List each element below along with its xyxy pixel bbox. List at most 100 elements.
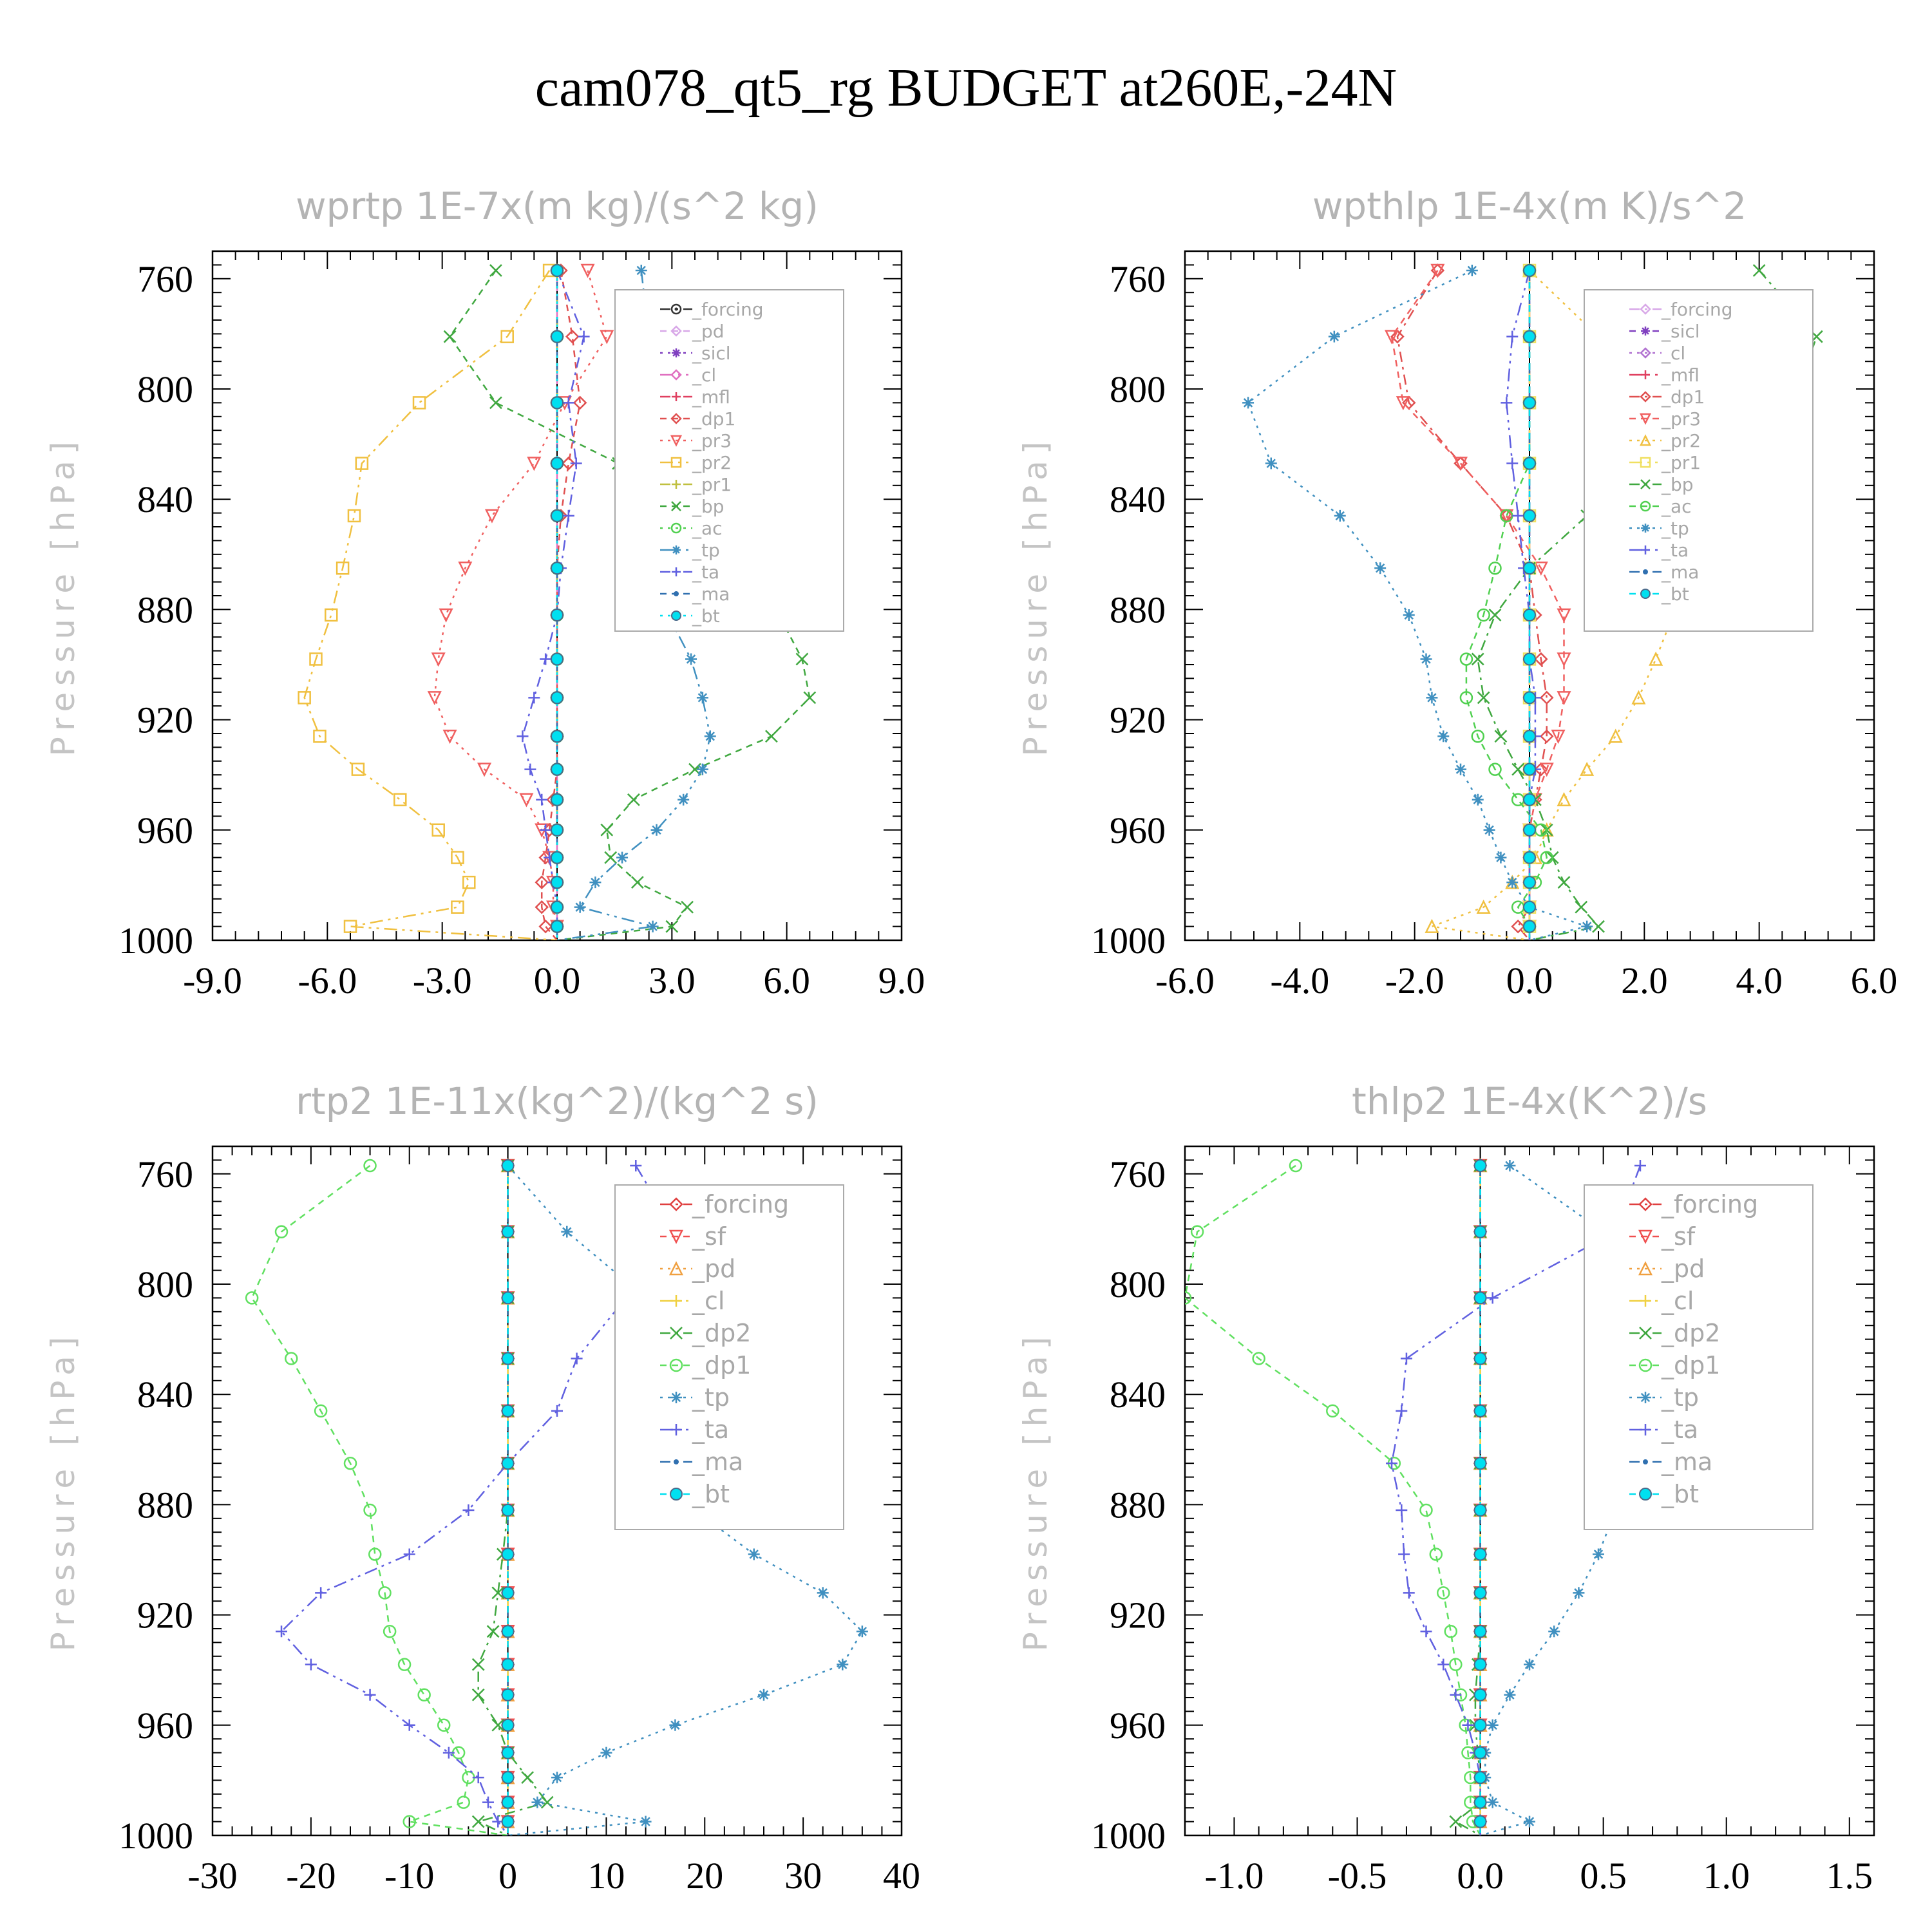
- data-point: [1403, 1587, 1415, 1599]
- data-point: [1477, 608, 1490, 622]
- data-point: [551, 793, 564, 806]
- data-point: [1488, 762, 1502, 776]
- legend-label: _ac: [692, 518, 723, 539]
- data-point: [1523, 396, 1536, 410]
- legend-label: _tp: [1661, 1383, 1699, 1412]
- legend-label: _pd: [692, 1255, 735, 1283]
- panel-1: wprtp 1E-7x(m kg)/(s^2 kg) Pressure [hPa]…: [44, 184, 925, 1001]
- series-dp2: [471, 1159, 554, 1835]
- data-point: [1374, 562, 1387, 574]
- data-point: [1437, 1658, 1450, 1671]
- data-point: [551, 876, 564, 889]
- data-point: [274, 1225, 289, 1238]
- data-point: [1473, 1404, 1487, 1417]
- legend-label: _tp: [692, 540, 720, 561]
- y-tick-label: 840: [137, 1374, 193, 1416]
- data-point: [501, 1159, 515, 1172]
- legend-label: _ma: [692, 1448, 743, 1476]
- data-point: [315, 1587, 327, 1599]
- data-point: [309, 652, 323, 666]
- legend-item: _forcing: [660, 299, 764, 320]
- panel-title: wprtp 1E-7x(m kg)/(s^2 kg): [296, 184, 819, 228]
- y-tick-label: 1000: [118, 920, 193, 961]
- legend-label: _dp2: [1661, 1319, 1720, 1347]
- y-axis-label: Pressure [hPa]: [44, 435, 82, 757]
- legend-item: _tp: [1629, 518, 1689, 539]
- data-point: [1453, 457, 1468, 471]
- data-point: [501, 1548, 515, 1561]
- legend-box: [614, 289, 844, 632]
- legend-label: _tp: [692, 1383, 730, 1412]
- x-tick-label: -2.0: [1385, 960, 1444, 1001]
- data-point: [427, 691, 442, 706]
- series-dp1: [1185, 1159, 1481, 1835]
- series-dp1: [245, 1159, 508, 1835]
- data-point: [516, 730, 529, 743]
- legend: _forcing _sf _pd _cl _dp2 _dp1 _tp _ta _ma _bt: [1584, 1184, 1814, 1530]
- data-point: [500, 330, 514, 343]
- data-point: [501, 1746, 515, 1759]
- legend-item: _sicl: [1629, 321, 1700, 342]
- data-point: [378, 1586, 392, 1600]
- data-point: [1539, 690, 1554, 705]
- data-point: [650, 824, 663, 836]
- data-point: [1462, 1719, 1474, 1731]
- data-point: [1473, 1457, 1487, 1470]
- y-axis-label: Pressure [hPa]: [1017, 435, 1054, 757]
- data-point: [437, 1718, 451, 1732]
- data-point: [535, 900, 549, 914]
- data-point: [795, 652, 809, 666]
- legend-label: _bt: [1661, 583, 1689, 605]
- panel-4: thlp2 1E-4x(K^2)/s Pressure [hPa] -1.0 -0.5…: [1017, 1079, 1875, 1897]
- data-point: [1430, 263, 1445, 278]
- data-point: [1477, 691, 1490, 705]
- y-tick-label: 800: [137, 368, 193, 410]
- data-point: [1511, 762, 1525, 776]
- data-point: [439, 608, 453, 623]
- data-point: [442, 730, 457, 744]
- data-point: [1557, 791, 1571, 806]
- data-point: [561, 1226, 573, 1238]
- data-point: [363, 1159, 377, 1173]
- series-line: [449, 270, 811, 940]
- data-point: [1252, 1352, 1265, 1365]
- x-tick-label: 6.0: [763, 960, 810, 1001]
- data-point: [1396, 1504, 1408, 1516]
- data-point: [817, 1587, 829, 1599]
- legend-box: [614, 1184, 844, 1530]
- data-point: [669, 1719, 681, 1731]
- series-bt: [1473, 1159, 1487, 1835]
- data-point: [1450, 1689, 1462, 1701]
- y-tick-label: 920: [1110, 699, 1166, 741]
- data-point: [1242, 397, 1255, 409]
- series-ta: [516, 264, 590, 940]
- data-point: [1752, 264, 1766, 277]
- data-point: [276, 1625, 287, 1638]
- data-point: [540, 653, 552, 665]
- legend-item: _dp2: [660, 1319, 751, 1347]
- y-tick-label: 920: [137, 1595, 193, 1636]
- data-point: [403, 1548, 415, 1560]
- legend-item: _bp: [1629, 474, 1694, 495]
- legend-label: _sicl: [692, 343, 731, 364]
- x-tick-label: -6.0: [298, 960, 357, 1001]
- legend-label: _dp1: [692, 1351, 751, 1379]
- data-point: [1190, 1225, 1204, 1238]
- legend-label: _forcing: [1661, 1190, 1758, 1218]
- legend-item: _tp: [660, 540, 720, 561]
- data-point: [681, 900, 694, 914]
- y-axis-label: Pressure [hPa]: [44, 1331, 82, 1652]
- data-point: [325, 608, 338, 622]
- data-point: [1473, 1771, 1487, 1785]
- legend-item: _cl: [660, 365, 716, 386]
- data-point: [501, 1795, 515, 1809]
- y-tick-label: 920: [137, 699, 193, 741]
- legend-label: _ma: [692, 583, 730, 605]
- x-tick-label: -20: [286, 1855, 336, 1897]
- data-point: [393, 793, 407, 806]
- legend-item: _bt: [660, 1480, 730, 1508]
- data-point: [600, 330, 614, 345]
- series-bt: [1523, 263, 1536, 940]
- series-line: [303, 270, 558, 940]
- data-point: [521, 1771, 535, 1785]
